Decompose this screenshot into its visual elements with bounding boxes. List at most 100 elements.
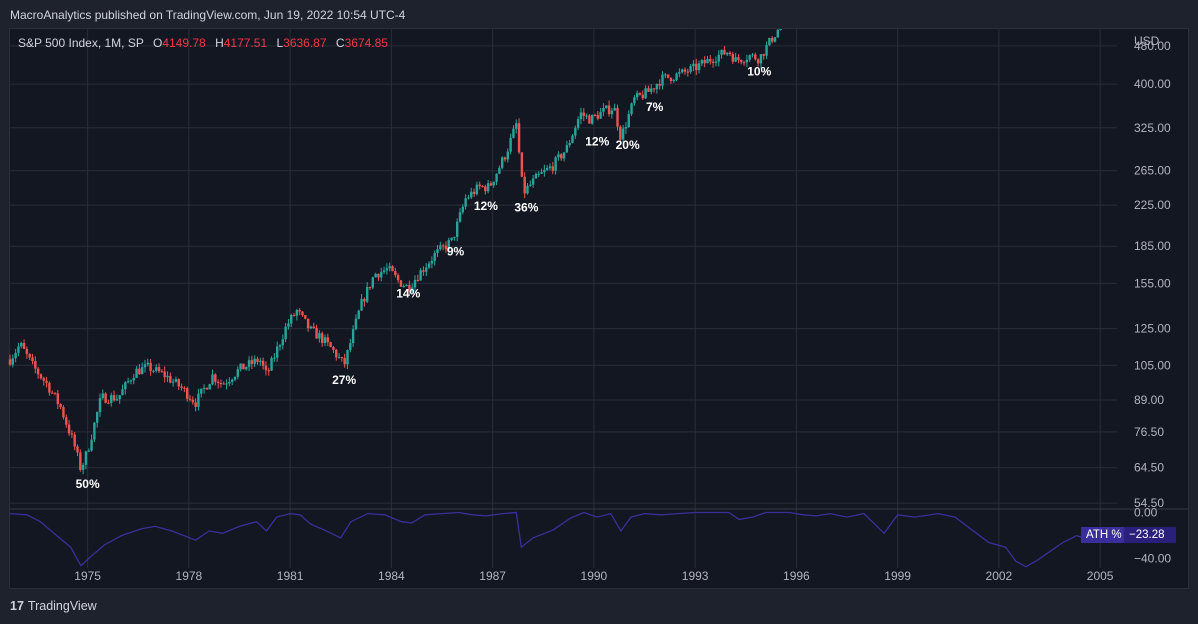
candle-body — [644, 88, 647, 99]
indicator-y-tick: 0.00 — [1134, 505, 1158, 519]
candle-body — [110, 395, 113, 403]
candle-body — [98, 398, 102, 413]
candle-body — [382, 270, 386, 272]
x-tick-label: 1978 — [176, 569, 203, 583]
drawdown-label: 20% — [616, 138, 640, 152]
x-tick-label: 1975 — [74, 569, 101, 583]
candle-body — [616, 107, 619, 127]
y-tick-label: 480.00 — [1134, 39, 1171, 53]
candle-body — [107, 402, 110, 404]
candle-body — [90, 439, 93, 451]
candle-body — [531, 178, 535, 185]
candle-body — [613, 107, 616, 111]
candle-body — [270, 358, 273, 371]
candle-body — [25, 348, 29, 354]
candle-body — [385, 268, 389, 271]
candle-body — [478, 184, 481, 187]
candle-body — [605, 105, 608, 108]
candle-body — [666, 74, 670, 78]
candle-body — [11, 358, 15, 365]
x-tick-label: 1996 — [783, 569, 810, 583]
candle-body — [638, 92, 642, 95]
candle-body — [444, 245, 448, 250]
candle-body — [472, 191, 476, 195]
candle-body — [492, 181, 495, 186]
candle-body — [745, 59, 749, 63]
close-label: C — [335, 36, 345, 50]
drawdown-label: 9% — [447, 245, 465, 259]
candle-body — [309, 326, 313, 329]
candle-body — [754, 54, 757, 60]
candle-body — [295, 309, 299, 316]
candle-body — [242, 363, 245, 370]
open-value: 4149.78 — [162, 36, 206, 50]
candle-body — [602, 107, 605, 112]
candle-body — [87, 450, 90, 452]
candle-body — [650, 88, 653, 92]
candle-body — [419, 270, 422, 281]
candle-body — [17, 346, 20, 353]
candle-body — [211, 374, 214, 385]
published-text: MacroAnalytics published on TradingView.… — [10, 8, 406, 22]
candle-body — [695, 63, 698, 71]
x-tick-label: 1981 — [277, 569, 304, 583]
candle-body — [779, 29, 782, 30]
candle-body — [171, 381, 175, 383]
candle-body — [332, 347, 335, 350]
candle-body — [540, 172, 543, 174]
candle-body — [239, 363, 242, 370]
candle-body — [481, 186, 484, 188]
candle-body — [709, 59, 712, 62]
candle-body — [180, 386, 183, 388]
x-tick-label: 1990 — [581, 569, 608, 583]
candle-body — [734, 57, 737, 62]
candle-body — [36, 368, 40, 375]
candle-body — [70, 433, 74, 435]
x-tick-label: 1999 — [884, 569, 911, 583]
candle-body — [740, 59, 743, 63]
candle-body — [396, 275, 400, 281]
candle-body — [467, 197, 470, 199]
candle-body — [408, 284, 411, 292]
candle-body — [53, 392, 57, 394]
candle-body — [287, 323, 290, 327]
candle-body — [160, 371, 164, 373]
candle-body — [728, 52, 732, 55]
low-value: 3636.87 — [283, 36, 327, 50]
candle-body — [675, 73, 678, 81]
candle-body — [402, 286, 405, 288]
tradingview-footer[interactable]: 17 TradingView — [10, 599, 97, 613]
indicator-name-badge: ATH % — [1081, 527, 1127, 543]
candle-body — [391, 266, 394, 272]
candle-body — [489, 183, 493, 186]
candle-body — [422, 270, 425, 272]
candle-body — [115, 399, 119, 401]
candle-body — [706, 59, 709, 64]
candle-body — [661, 74, 664, 86]
ath-percent-line — [9, 511, 1087, 568]
candle-body — [413, 279, 417, 288]
candle-body — [515, 123, 518, 129]
candle-body — [751, 54, 754, 56]
candle-body — [543, 169, 546, 173]
candle-body — [264, 365, 268, 371]
candle-body — [323, 337, 327, 343]
candle-body — [723, 49, 726, 55]
candle-body — [545, 168, 549, 170]
candle-body — [138, 368, 141, 375]
candle-body — [686, 71, 690, 73]
high-value: 4177.51 — [223, 36, 268, 50]
candle-body — [228, 381, 231, 384]
y-tick-label: 265.00 — [1134, 164, 1171, 178]
symbol-name[interactable]: S&P 500 Index, 1M, SP — [18, 36, 144, 50]
candle-body — [526, 185, 529, 194]
candle-body — [247, 360, 251, 367]
candle-body — [22, 342, 26, 349]
candle-body — [42, 378, 45, 381]
candle-body — [503, 157, 507, 160]
candle-body — [121, 389, 124, 396]
candle-body — [59, 404, 62, 408]
candle-body — [627, 114, 630, 127]
chart-panel[interactable] — [9, 28, 1189, 589]
